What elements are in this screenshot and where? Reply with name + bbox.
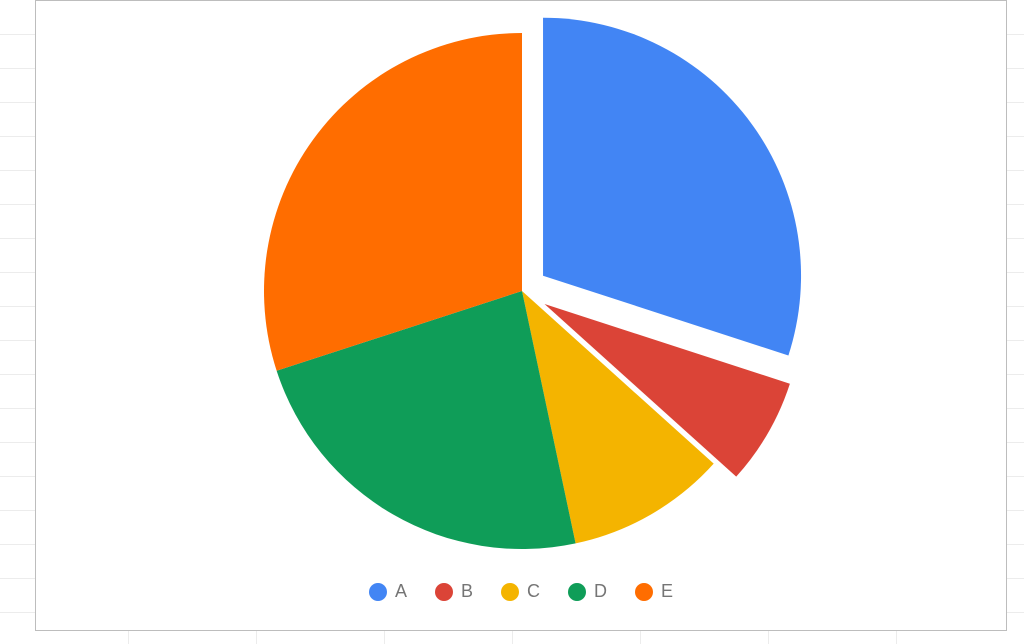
- pie-slice-a[interactable]: [543, 18, 801, 356]
- legend-item-c[interactable]: C: [501, 581, 540, 602]
- legend-item-a[interactable]: A: [369, 581, 407, 602]
- legend-swatch-icon: [501, 583, 519, 601]
- legend-label: C: [527, 581, 540, 602]
- legend-label: D: [594, 581, 607, 602]
- legend-label: B: [461, 581, 473, 602]
- legend-swatch-icon: [435, 583, 453, 601]
- legend-item-b[interactable]: B: [435, 581, 473, 602]
- legend-item-d[interactable]: D: [568, 581, 607, 602]
- legend-swatch-icon: [635, 583, 653, 601]
- legend: A B C D E: [36, 581, 1006, 602]
- pie-svg: [36, 1, 1008, 581]
- legend-label: E: [661, 581, 673, 602]
- legend-label: A: [395, 581, 407, 602]
- pie-chart: [36, 1, 1006, 581]
- legend-item-e[interactable]: E: [635, 581, 673, 602]
- chart-card[interactable]: A B C D E: [35, 0, 1007, 631]
- legend-swatch-icon: [369, 583, 387, 601]
- legend-swatch-icon: [568, 583, 586, 601]
